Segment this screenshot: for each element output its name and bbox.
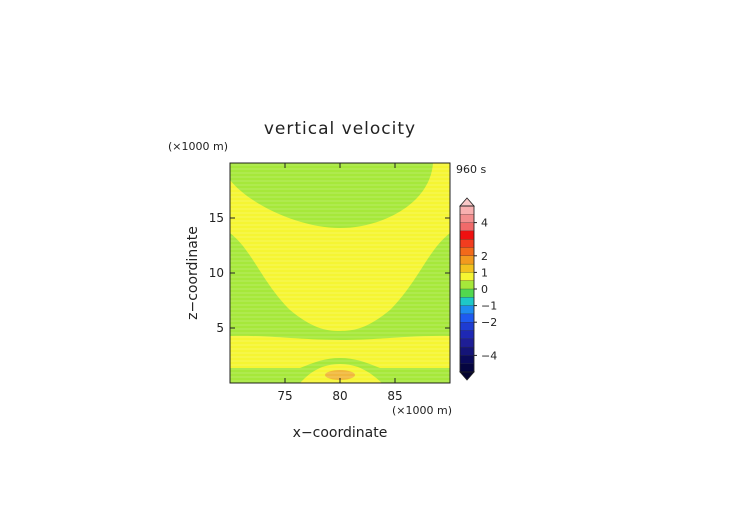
y-tick-label: 10 xyxy=(209,266,224,280)
colorbar-tick-label: −2 xyxy=(481,316,497,329)
colorbar-swatch xyxy=(459,272,475,282)
colorbar: 4 2 1 0 −1 −2 −4 xyxy=(459,197,497,381)
x-unit-label: (×1000 m) xyxy=(392,404,452,417)
colorbar-swatch xyxy=(459,222,475,232)
colorbar-tick-label: −1 xyxy=(481,300,497,313)
colorbar-tick-label: −4 xyxy=(481,349,497,362)
colorbar-swatch xyxy=(459,247,475,257)
y-tick-label: 15 xyxy=(209,211,224,225)
y-unit-label: (×1000 m) xyxy=(168,140,228,153)
x-axis: 75 80 85 xyxy=(277,163,403,403)
chart-title: vertical velocity xyxy=(264,119,416,139)
x-tick-label: 85 xyxy=(387,389,402,403)
colorbar-swatch xyxy=(459,297,475,307)
colorbar-swatch xyxy=(459,355,475,365)
colorbar-swatch xyxy=(459,239,475,248)
y-axis: 5 10 15 xyxy=(209,211,450,335)
colorbar-swatch xyxy=(459,288,475,298)
colorbar-swatch xyxy=(459,205,475,215)
colorbar-swatch xyxy=(459,255,475,265)
colorbar-swatch xyxy=(459,305,475,315)
colorbar-swatch xyxy=(459,313,475,323)
colorbar-tick-label: 4 xyxy=(481,217,488,230)
colorbar-tick-label: 2 xyxy=(481,250,488,263)
colorbar-swatch xyxy=(459,280,475,290)
colorbar-swatch xyxy=(459,363,475,373)
y-tick-label: 5 xyxy=(216,321,224,335)
x-tick-label: 75 xyxy=(277,389,292,403)
colorbar-swatch xyxy=(459,263,475,273)
x-tick-label: 80 xyxy=(332,389,347,403)
plot-area xyxy=(229,162,451,384)
colorbar-swatch xyxy=(459,338,475,348)
y-axis-title: z−coordinate xyxy=(185,226,201,320)
colorbar-swatch xyxy=(459,346,475,356)
colorbar-swatch xyxy=(459,330,475,340)
colorbar-swatch xyxy=(459,214,475,224)
colorbar-swatch xyxy=(459,230,475,240)
colorbar-swatch xyxy=(459,322,475,331)
x-axis-title: x−coordinate xyxy=(293,425,388,441)
colorbar-tick-label: 0 xyxy=(481,283,488,296)
colorbar-tick-label: 1 xyxy=(481,266,488,279)
time-label: 960 s xyxy=(456,163,486,176)
colorbar-extend-bottom xyxy=(459,371,475,381)
colorbar-extend-top xyxy=(459,197,475,207)
